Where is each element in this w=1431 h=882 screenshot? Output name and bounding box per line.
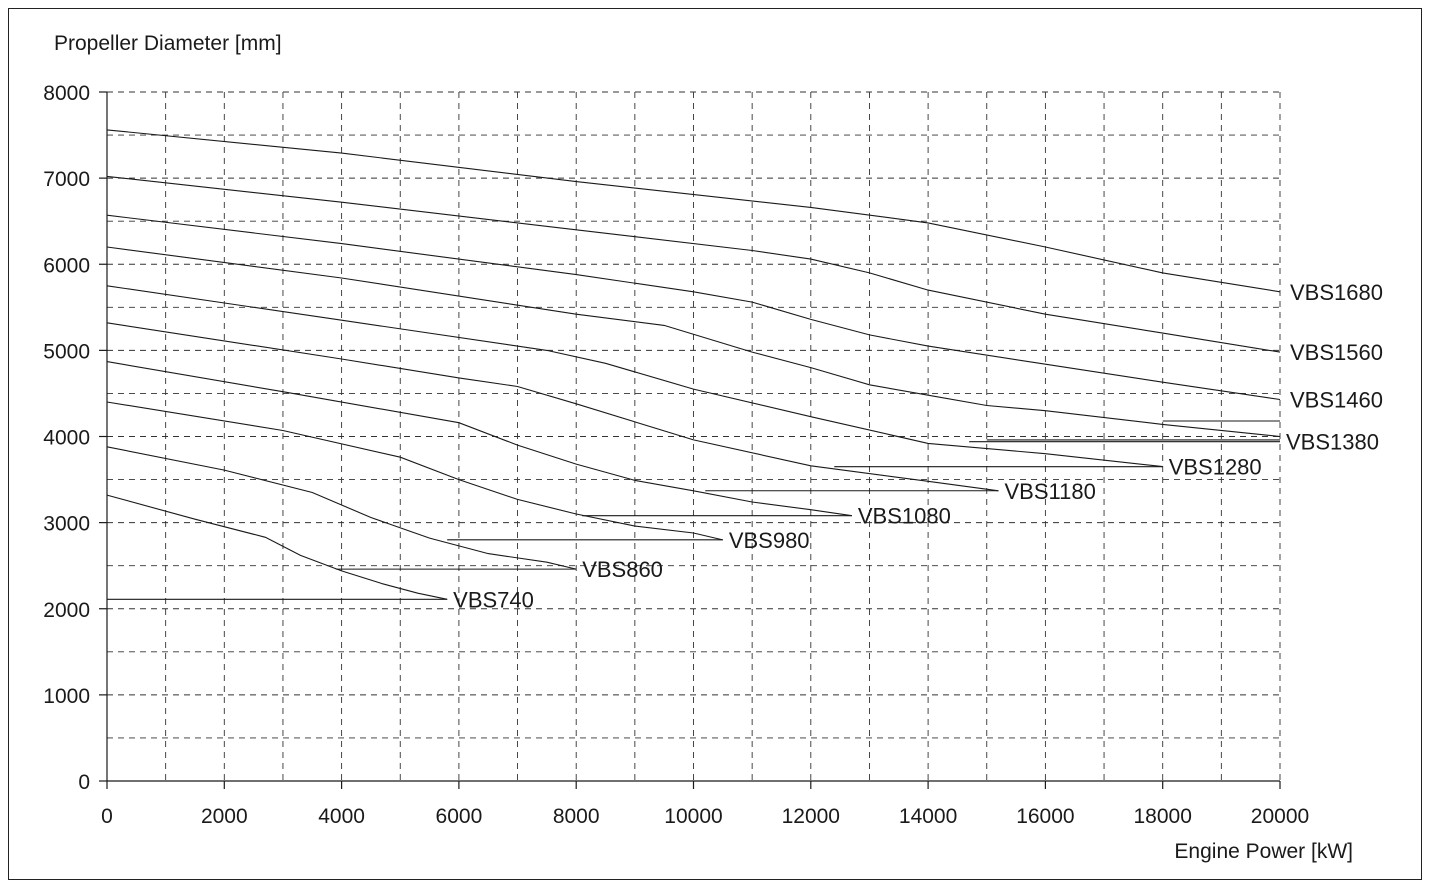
series-label-vbs1080: VBS1080 [858,504,951,529]
y-tick-label: 7000 [43,168,90,191]
y-tick-label: 8000 [43,82,90,105]
y-tick-label: 5000 [43,340,90,363]
series-label-vbs1460: VBS1460 [1290,387,1383,412]
series-line-vbs740 [106,494,448,600]
series-label-vbs740: VBS740 [453,587,534,612]
series-line-vbs1560 [106,175,1281,353]
series-line-vbs1080 [106,361,852,517]
series-labels: VBS1680 VBS1560 VBS1460 VBS1380 VBS1280 VBS11… [453,280,1383,612]
x-tick-label: 8000 [553,805,600,828]
x-axis-label: Engine Power [kW] [1174,840,1353,863]
series-line-vbs1380 [106,246,1281,438]
series-label-vbs1180: VBS1180 [1004,479,1095,504]
x-tick-label: 20000 [1251,805,1309,828]
x-tick-label: 12000 [782,805,840,828]
y-axis-label: Propeller Diameter [mm] [54,32,282,55]
series-line-vbs1180 [106,322,999,492]
y-tick-label: 3000 [43,513,90,536]
series-label-vbs1280: VBS1280 [1169,455,1262,480]
series-label-vbs980: VBS980 [729,528,810,553]
series-label-vbs1680: VBS1680 [1290,280,1383,305]
series-line-vbs860 [106,446,577,570]
x-tick-label: 0 [101,805,113,828]
y-tick-label: 0 [78,771,90,794]
grid-lines [107,91,1281,781]
series-curves [106,129,1281,600]
x-tick-label: 14000 [899,805,957,828]
series-label-vbs1560: VBS1560 [1290,340,1383,365]
x-tick-label: 2000 [201,805,248,828]
series-line-vbs980 [106,401,723,541]
y-tick-label: 2000 [43,599,90,622]
x-tick-label: 16000 [1016,805,1074,828]
series-label-vbs860: VBS860 [582,557,663,582]
chart-frame [8,8,1422,880]
x-tick-label: 6000 [436,805,483,828]
x-tick-label: 4000 [318,805,365,828]
x-tick-label: 18000 [1133,805,1191,828]
y-tick-label: 4000 [43,427,90,450]
y-tick-label: 6000 [43,254,90,277]
x-tick-label: 10000 [664,805,722,828]
series-label-vbs1380: VBS1380 [1286,430,1379,455]
tick-labels: 0 2000 4000 6000 8000 10000 12000 14000 16000 180… [43,82,1309,828]
series-line-vbs1280 [106,285,1163,468]
y-tick-label: 1000 [43,685,90,708]
series-line-vbs1460 [106,214,1281,401]
series-line-vbs1680 [106,129,1281,293]
